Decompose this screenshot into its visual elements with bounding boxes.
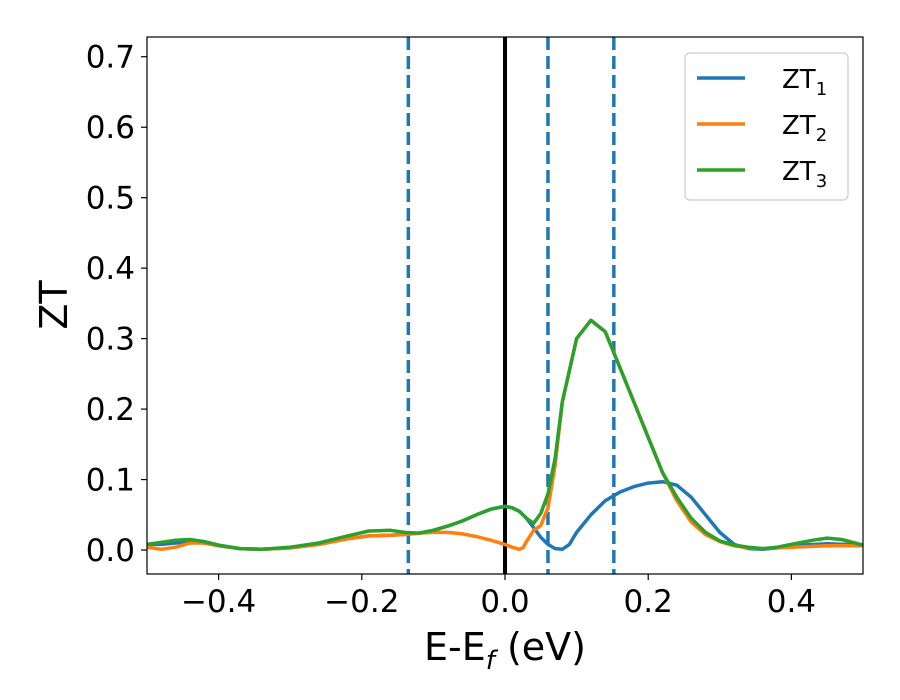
series-lines	[147, 318, 863, 552]
y-tick-label: 0.4	[86, 251, 135, 287]
legend-label-zt3: ZT3	[782, 157, 827, 192]
y-tick-label: 0.3	[86, 322, 135, 358]
legend: ZT1 ZT2 ZT3	[684, 52, 849, 201]
y-tick-label: 0.1	[86, 463, 135, 499]
x-axis-ticks: −0.4 −0.2 0.0 0.2 0.4	[181, 574, 816, 620]
legend-box	[684, 52, 849, 201]
legend-label-zt2: ZT2	[782, 111, 827, 146]
x-tick-label: −0.4	[181, 584, 256, 620]
x-tick-label: 0.4	[767, 584, 816, 620]
reference-lines	[406, 37, 616, 574]
x-tick-label: 0.2	[624, 584, 673, 620]
x-axis-label: E-Ef (eV)	[424, 625, 586, 676]
y-tick-label: 0.7	[86, 40, 135, 76]
y-tick-label: 0.0	[86, 533, 135, 569]
y-axis-ticks: 0.0 0.1 0.2 0.3 0.4 0.5 0.6 0.7	[86, 40, 147, 569]
x-tick-label: −0.2	[324, 584, 399, 620]
series-line-zt3	[147, 318, 863, 552]
y-tick-label: 0.2	[86, 392, 135, 428]
y-axis-label: ZT	[32, 280, 76, 330]
x-tick-label: 0.0	[480, 584, 529, 620]
legend-label-zt1: ZT1	[782, 65, 827, 100]
y-tick-label: 0.6	[86, 110, 135, 146]
y-tick-label: 0.5	[86, 181, 135, 217]
